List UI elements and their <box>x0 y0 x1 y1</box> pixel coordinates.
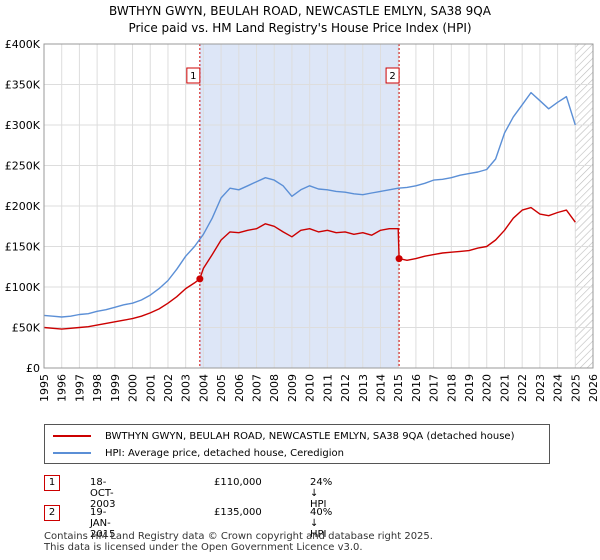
transaction-point <box>196 275 204 283</box>
x-tick-label: 2015 <box>392 374 405 402</box>
property-line <box>43 206 576 330</box>
y-tick-label: £100K <box>5 281 41 294</box>
y-tick-label: £50K <box>12 322 41 335</box>
transaction-marker: 2 <box>44 505 60 521</box>
legend-item-hpi: HPI: Average price, detached house, Cere… <box>53 445 344 461</box>
footer-license: This data is licensed under the Open Gov… <box>44 542 363 553</box>
legend-item-property: BWTHYN GWYN, BEULAH ROAD, NEWCASTLE EMLY… <box>53 428 514 444</box>
x-tick-label: 2006 <box>233 374 246 402</box>
x-tick-label: 2021 <box>498 374 511 402</box>
x-tick-label: 1997 <box>73 374 86 402</box>
legend-swatch-property <box>53 435 91 437</box>
x-tick-label: 2005 <box>215 374 228 402</box>
x-tick-label: 2009 <box>286 374 299 402</box>
transaction-point <box>395 255 403 263</box>
x-tick-label: 2014 <box>374 374 387 402</box>
x-tick-label: 2000 <box>127 374 140 402</box>
transaction-date: 18-OCT-2003 <box>90 477 116 510</box>
x-tick-label: 2017 <box>428 374 441 402</box>
hpi-line <box>43 91 576 318</box>
transaction-delta: 24% ↓ HPI <box>310 477 333 510</box>
y-tick-label: £350K <box>5 79 41 92</box>
transaction-marker: 1 <box>44 475 60 491</box>
y-tick-label: £300K <box>5 119 41 132</box>
chart-title: BWTHYN GWYN, BEULAH ROAD, NEWCASTLE EMLY… <box>109 4 491 18</box>
chart-subtitle: Price paid vs. HM Land Registry's House … <box>128 21 472 35</box>
legend-swatch-hpi <box>53 452 91 454</box>
x-tick-label: 2024 <box>552 374 565 402</box>
x-tick-label: 1995 <box>38 374 51 402</box>
x-tick-label: 2008 <box>268 374 281 402</box>
plot-border <box>43 43 594 369</box>
x-tick-label: 2013 <box>357 374 370 402</box>
x-tick-label: 2026 <box>587 374 600 402</box>
x-tick-label: 2022 <box>516 374 529 402</box>
x-tick-label: 2001 <box>144 374 157 402</box>
legend: BWTHYN GWYN, BEULAH ROAD, NEWCASTLE EMLY… <box>44 424 550 464</box>
x-tick-label: 2019 <box>463 374 476 402</box>
x-tick-label: 2012 <box>339 374 352 402</box>
x-tick-label: 2023 <box>534 374 547 402</box>
x-tick-label: 2025 <box>569 374 582 402</box>
x-tick-label: 2011 <box>321 374 334 402</box>
legend-label-property: BWTHYN GWYN, BEULAH ROAD, NEWCASTLE EMLY… <box>105 430 515 442</box>
y-tick-label: £0 <box>26 362 40 375</box>
x-tick-label: 1999 <box>109 374 122 402</box>
annotation-box <box>186 67 201 84</box>
annotation-box <box>385 67 400 84</box>
x-tick-label: 2007 <box>251 374 264 402</box>
y-tick-label: £150K <box>5 241 41 254</box>
x-tick-label: 2018 <box>445 374 458 402</box>
y-tick-label: £200K <box>5 200 41 213</box>
y-tick-label: £400K <box>5 38 41 51</box>
transaction-delta: 40% ↓ HPI <box>310 507 333 540</box>
x-tick-label: 2020 <box>481 374 494 402</box>
footer-copyright: Contains HM Land Registry data © Crown c… <box>44 531 433 542</box>
x-tick-label: 1998 <box>91 374 104 402</box>
transaction-date: 19-JAN-2015 <box>90 507 116 540</box>
x-tick-label: 2003 <box>180 374 193 402</box>
annotation-label: 1 <box>190 71 196 82</box>
transaction-price: £135,000 <box>214 507 262 518</box>
x-tick-label: 1996 <box>56 374 69 402</box>
x-tick-label: 2002 <box>162 374 175 402</box>
price-chart: £0 £50K £100K £150K £200K £250K £300K £350K £400… <box>5 38 600 402</box>
x-tick-label: 2004 <box>197 374 210 402</box>
y-tick-label: £250K <box>5 160 41 173</box>
transaction-price: £110,000 <box>214 477 262 488</box>
annotation-label: 2 <box>389 71 395 82</box>
x-tick-label: 2010 <box>304 374 317 402</box>
legend-label-hpi: HPI: Average price, detached house, Cere… <box>105 447 344 459</box>
x-tick-label: 2016 <box>410 374 423 402</box>
